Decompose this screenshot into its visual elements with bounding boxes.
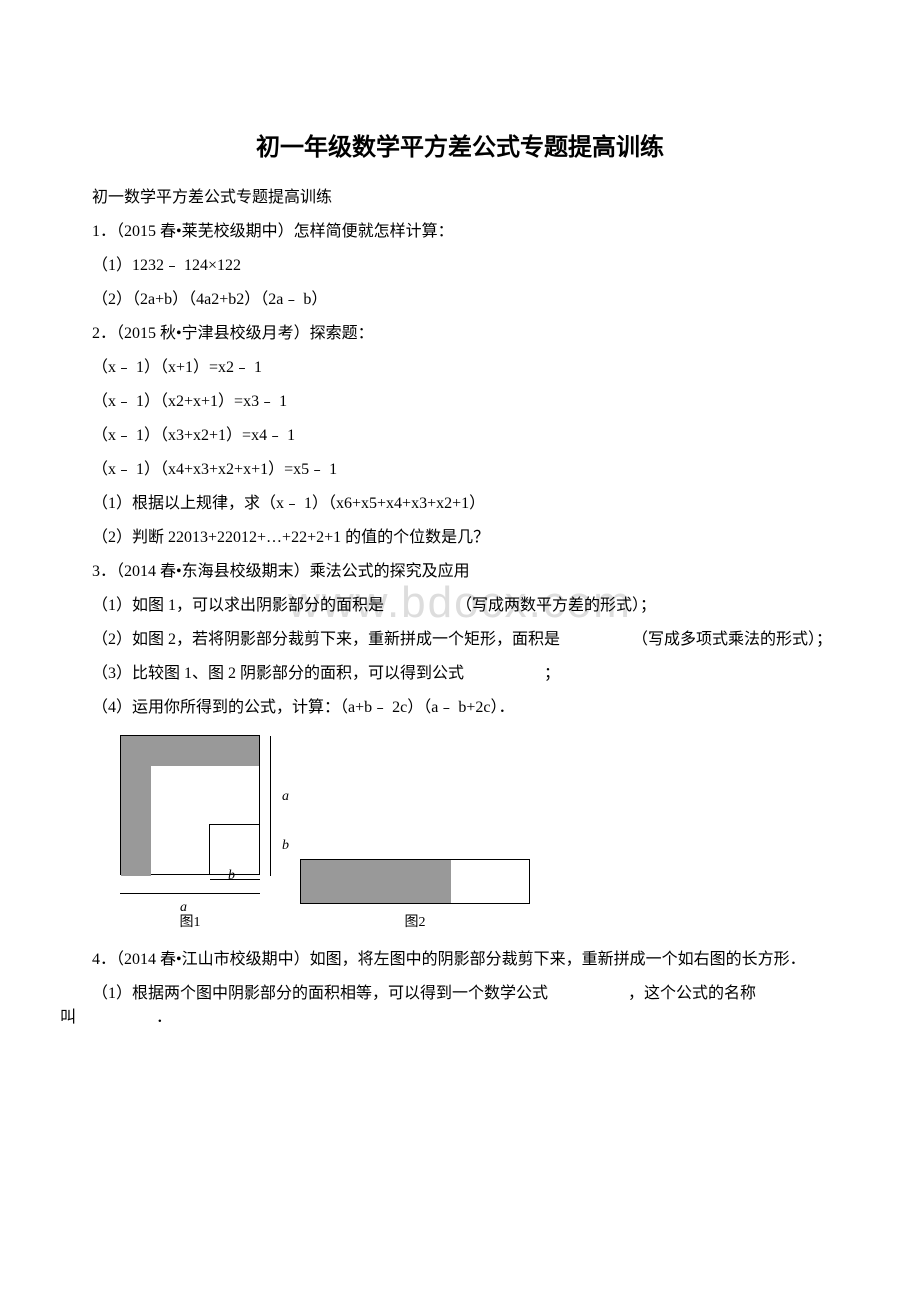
figure-1-dimension-right bbox=[263, 736, 277, 876]
figure-1-label-b-bottom: b bbox=[228, 865, 235, 886]
q2-intro: 2．（2015 秋•宁津县校级月考）探索题： bbox=[60, 322, 860, 346]
figure-2-rectangle bbox=[300, 859, 530, 904]
figure-1-square: a b bbox=[120, 735, 260, 875]
figure-1-shade-top bbox=[121, 736, 259, 766]
q3-part3: （3）比较图 1、图 2 阴影部分的面积，可以得到公式 ； bbox=[60, 662, 860, 686]
q2-eq2: （x﹣ 1）（x2+x+1）=x3﹣ 1 bbox=[60, 390, 860, 414]
q4-part1: （1）根据两个图中阴影部分的面积相等，可以得到一个数学公式 ，这个公式的名称叫 … bbox=[60, 982, 860, 1030]
figure-1-dim-a bbox=[120, 893, 260, 894]
q3-intro: 3．（2014 春•东海县校级期末）乘法公式的探究及应用 bbox=[60, 560, 860, 584]
q1-part2: （2）（2a+b）（4a2+b2）（2a﹣ b） bbox=[60, 288, 860, 312]
q3-part4: （4）运用你所得到的公式，计算：（a+b﹣ 2c）（a﹣ b+2c）． bbox=[60, 696, 860, 720]
q2-eq4: （x﹣ 1）（x4+x3+x2+x+1）=x5﹣ 1 bbox=[60, 458, 860, 482]
figure-1-label-a-right: a bbox=[282, 786, 289, 807]
figure-1-shade-left bbox=[121, 766, 151, 876]
q2-part2: （2）判断 22013+22012+…+22+2+1 的值的个位数是几？ bbox=[60, 526, 860, 550]
q2-eq3: （x﹣ 1）（x3+x2+1）=x4﹣ 1 bbox=[60, 424, 860, 448]
q1-intro: 1．（2015 春•莱芜校级期中）怎样简便就怎样计算： bbox=[60, 220, 860, 244]
figure-1-caption: 图1 bbox=[120, 912, 260, 933]
figure-1-label-b-right: b bbox=[282, 835, 289, 856]
figure-1-label-a-bottom: a bbox=[180, 897, 187, 918]
q3-figures: a b a b 图1 图2 bbox=[120, 735, 860, 933]
q3-part2: （2）如图 2，若将阴影部分裁剪下来，重新拼成一个矩形，面积是 （写成多项式乘法… bbox=[60, 628, 860, 652]
figure-1-wrapper: a b a b 图1 bbox=[120, 735, 280, 933]
figure-1-dim-b bbox=[210, 879, 260, 880]
subtitle: 初一数学平方差公式专题提高训练 bbox=[60, 186, 860, 210]
figure-2-wrapper: 图2 bbox=[300, 859, 530, 933]
q2-part1: （1）根据以上规律，求（x﹣ 1）（x6+x5+x4+x3+x2+1） bbox=[60, 492, 860, 516]
q2-eq1: （x﹣ 1）（x+1）=x2﹣ 1 bbox=[60, 356, 860, 380]
q3-part1: （1）如图 1，可以求出阴影部分的面积是 （写成两数平方差的形式）； bbox=[60, 594, 860, 618]
figure-2-caption: 图2 bbox=[405, 912, 426, 933]
q4-intro: 4．（2014 春•江山市校级期中）如图，将左图中的阴影部分裁剪下来，重新拼成一… bbox=[60, 948, 860, 972]
q1-part1: （1）1232﹣ 124×122 bbox=[60, 254, 860, 278]
figure-1-bottom-dims: a b bbox=[120, 875, 260, 910]
figure-2-shade bbox=[301, 860, 451, 903]
page-title: 初一年级数学平方差公式专题提高训练 bbox=[60, 130, 860, 166]
